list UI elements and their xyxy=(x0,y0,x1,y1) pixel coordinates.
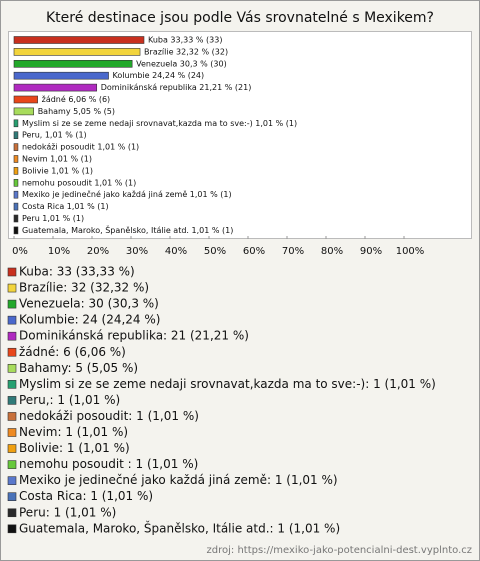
x-tick-label: 50% xyxy=(204,246,226,257)
chart-title: Které destinace jsou podle Vás srovnatel… xyxy=(46,10,434,26)
bar-label: Bahamy 5,05 % (5) xyxy=(38,107,115,116)
legend-label: Venezuela: 30 (30,3 %) xyxy=(19,297,159,311)
legend-label: Nevim: 1 (1,01 %) xyxy=(19,425,128,439)
legend-label: Dominikánská republika: 21 (21,21 %) xyxy=(19,329,249,343)
bar xyxy=(13,107,34,116)
x-tick-label: 10% xyxy=(48,246,70,257)
legend-swatch xyxy=(7,412,17,421)
bar xyxy=(13,119,19,128)
legend-label: žádné: 6 (6,06 %) xyxy=(19,345,126,359)
bar-label: Costa Rica 1,01 % (1) xyxy=(22,202,109,211)
legend-label: nemohu posoudit : 1 (1,01 %) xyxy=(19,457,198,471)
bar xyxy=(13,155,19,163)
bar xyxy=(13,95,38,104)
legend-label: Kolumbie: 24 (24,24 %) xyxy=(19,313,160,327)
bar-label: Bolivie 1,01 % (1) xyxy=(22,166,93,175)
bar-label: Kuba 33,33 % (33) xyxy=(148,36,222,45)
legend-label: nedokáži posoudit: 1 (1,01 %) xyxy=(19,409,199,423)
x-tick-label: 80% xyxy=(321,246,343,257)
bar-label: Mexiko je jedinečné jako každá jiná země… xyxy=(22,189,232,199)
bar xyxy=(13,71,109,80)
bar-label: nedokáži posoudit 1,01 % (1) xyxy=(22,143,139,152)
bar-label: nemohu posoudit 1,01 % (1) xyxy=(22,178,136,187)
legend-label: Bahamy: 5 (5,05 %) xyxy=(19,361,138,375)
bar-label: Myslim si ze se zeme nedaji srovnavat,ka… xyxy=(22,119,297,128)
bar xyxy=(13,143,19,151)
x-tick-label: 60% xyxy=(243,246,265,257)
bar-label: Brazílie 32,32 % (32) xyxy=(144,47,228,56)
legend-swatch xyxy=(7,492,17,502)
legend-swatch xyxy=(7,315,17,325)
legend-swatch xyxy=(7,331,17,341)
legend-swatch xyxy=(7,267,17,277)
bar xyxy=(13,36,145,44)
legend-swatch xyxy=(7,428,17,437)
legend-label: Guatemala, Maroko, Španělsko, Itálie atd… xyxy=(19,520,340,535)
legend-swatch xyxy=(7,508,17,518)
legend-label: Costa Rica: 1 (1,01 %) xyxy=(19,489,153,503)
bar xyxy=(13,226,19,235)
bar-label: Guatemala, Maroko, Španělsko, Itálie atd… xyxy=(22,224,233,235)
legend-swatch xyxy=(7,460,17,469)
bar xyxy=(13,167,19,175)
legend-label: Brazílie: 32 (32,32 %) xyxy=(19,281,149,295)
bar xyxy=(13,179,19,187)
bar xyxy=(13,202,19,211)
bar-label: žádné 6,06 % (6) xyxy=(42,94,111,104)
bar-label: Dominikánská republika 21,21 % (21) xyxy=(101,83,252,92)
x-tick-label: 20% xyxy=(87,246,109,257)
legend-swatch xyxy=(7,299,17,309)
legend-label: Kuba: 33 (33,33 %) xyxy=(19,265,135,279)
x-tick-label: 70% xyxy=(282,246,304,257)
bar-label: Peru 1,01 % (1) xyxy=(22,214,84,223)
legend-swatch xyxy=(7,347,17,357)
x-tick-label: 0% xyxy=(12,246,28,257)
legend-label: Peru,: 1 (1,01 %) xyxy=(19,393,120,407)
legend-label: Peru: 1 (1,01 %) xyxy=(19,505,116,519)
x-tick-label: 90% xyxy=(360,246,382,257)
legend-swatch xyxy=(7,363,17,373)
bar xyxy=(13,214,19,223)
legend-label: Bolivie: 1 (1,01 %) xyxy=(19,441,130,455)
x-tick-label: 30% xyxy=(126,246,148,257)
bar-label: Venezuela 30,3 % (30) xyxy=(136,59,227,68)
x-tick-label: 100% xyxy=(396,246,425,257)
bar xyxy=(13,59,133,68)
legend-swatch xyxy=(7,380,17,389)
legend-swatch xyxy=(7,444,17,453)
bar-label: Nevim 1,01 % (1) xyxy=(22,155,92,164)
bar xyxy=(13,131,19,139)
bar xyxy=(13,48,141,56)
x-tick-label: 40% xyxy=(165,246,187,257)
bar-label: Peru, 1,01 % (1) xyxy=(22,131,87,140)
legend-label: Myslim si ze se zeme nedaji srovnavat,ka… xyxy=(19,377,436,391)
legend-label: Mexiko je jedinečné jako každá jiná země… xyxy=(19,473,338,487)
bar xyxy=(13,83,98,92)
legend-swatch xyxy=(7,283,17,293)
legend-swatch xyxy=(7,524,17,534)
bar-label: Kolumbie 24,24 % (24) xyxy=(113,71,205,80)
source: zdroj: https://mexiko-jako-potencialni-d… xyxy=(207,545,472,556)
legend-swatch xyxy=(7,476,17,485)
legend-swatch xyxy=(7,396,17,405)
bar xyxy=(13,190,19,199)
